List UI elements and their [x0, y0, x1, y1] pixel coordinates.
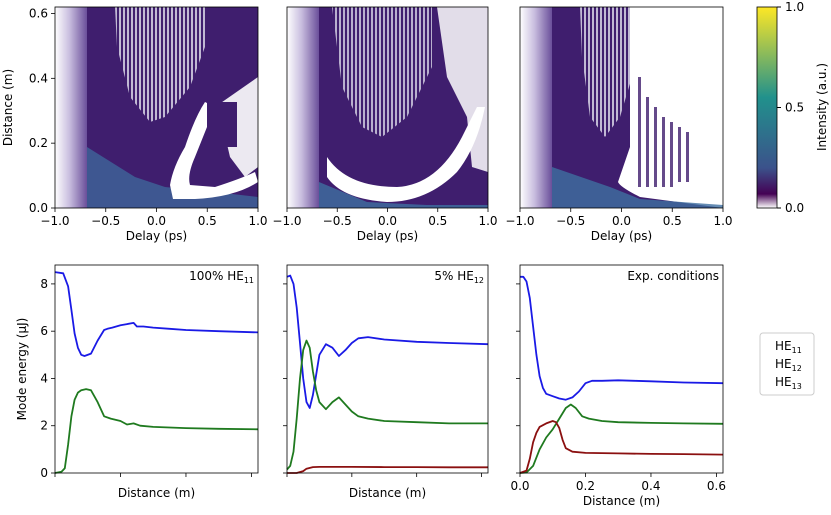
x-tick-label: 1.0 [478, 214, 497, 228]
y-tick-label: 8 [40, 277, 48, 291]
x-axis-label: Distance (m) [583, 494, 660, 508]
y-tick-label: 0 [40, 466, 48, 480]
y-tick-label: 4 [40, 371, 48, 385]
series-line-he12 [54, 388, 259, 474]
x-axis-label: Delay (ps) [357, 229, 418, 243]
y-tick-label: 0.6 [29, 6, 48, 20]
series-line-he13 [519, 420, 724, 474]
x-tick-label: 0.0 [612, 214, 631, 228]
x-tick-label: −0.5 [556, 214, 585, 228]
x-axis-label: Delay (ps) [126, 229, 187, 243]
plot-frame [286, 264, 489, 474]
heatmap-bright-region [618, 7, 723, 208]
y-tick-label: 0.0 [29, 201, 48, 215]
x-tick-label: 0.5 [428, 214, 447, 228]
x-tick-label: −1.0 [272, 214, 301, 228]
x-tick-label: 0.0 [378, 214, 397, 228]
heatmap-side-lobes [437, 7, 488, 172]
y-axis-label: Distance (m) [1, 69, 15, 146]
heatmap-axes-2: −1.0 −0.5 0.0 0.5 1.0 Delay (ps) [272, 6, 498, 243]
x-tick-label: 1.0 [713, 214, 732, 228]
heatmap-axes-1: −1.0 −0.5 0.0 0.5 1.0 Delay (ps) 0.6 0.4 0.2 0.0 D… [1, 6, 268, 243]
line-chart-1: 8 6 4 2 0 Distance (m) Mode energy (μJ) 100% HE… [15, 264, 259, 500]
x-axis-label: Distance (m) [118, 486, 195, 500]
x-tick-label: 0.0 [147, 214, 166, 228]
legend-entry-he13: HE13 [775, 375, 802, 391]
heatmap-left-band [520, 7, 552, 208]
x-axis-label: Delay (ps) [591, 229, 652, 243]
legend: HE11 HE12 HE13 [759, 332, 815, 396]
series-line-he12 [519, 403, 724, 474]
panel-title: 100% HE11 [189, 269, 254, 285]
x-tick-label: −0.5 [323, 214, 352, 228]
panel-title: 5% HE12 [434, 269, 484, 285]
y-tick-label: 6 [40, 324, 48, 338]
colorbar-label: Intensity (a.u.) [815, 63, 829, 151]
x-tick-label: 0.2 [576, 479, 595, 493]
series-line-he13 [287, 466, 488, 474]
heatmap-interference-region [115, 7, 205, 122]
series-line-he11 [520, 275, 724, 401]
x-tick-label: −1.0 [505, 214, 534, 228]
colorbar-tick-label: 0.5 [785, 101, 804, 115]
x-tick-label: −1.0 [40, 214, 69, 228]
heatmap-lower-region [552, 167, 723, 208]
x-tick-label: 0.0 [510, 479, 529, 493]
plot-frame [54, 264, 259, 474]
line-chart-2: Distance (m) 5% HE12 [283, 264, 489, 500]
x-tick-label: 0.5 [663, 214, 682, 228]
plot-frame [519, 264, 724, 474]
series-line-he12 [286, 339, 488, 471]
x-tick-label: 1.0 [248, 214, 267, 228]
heatmap-fringe-lines [638, 77, 689, 187]
y-tick-label: 0.2 [29, 136, 48, 150]
colorbar-tick-label: 0.0 [785, 201, 804, 215]
colorbar-ticks: 1.0 0.5 0.0 [777, 0, 804, 215]
heatmap-panel-1 [55, 7, 258, 208]
y-axis-label: Mode energy (μJ) [15, 318, 29, 421]
panel-title: Exp. conditions [627, 269, 719, 283]
x-tick-label: −0.5 [91, 214, 120, 228]
heatmap-left-band [55, 7, 87, 208]
heatmap-interference-region [332, 7, 432, 137]
series-line-he11 [286, 274, 489, 409]
x-tick-label: 0.5 [198, 214, 217, 228]
y-tick-label: 2 [40, 419, 48, 433]
heatmap-bright-arc [327, 107, 485, 202]
heatmap-left-band [287, 7, 319, 208]
legend-entry-he11: HE11 [775, 339, 802, 355]
colorbar-tick-label: 1.0 [785, 0, 804, 14]
line-charts: 8 6 4 2 0 Distance (m) Mode energy (μJ) 100% HE… [15, 264, 726, 508]
heatmap-bright-pulse [170, 102, 258, 199]
legend-box [759, 332, 815, 396]
x-axis-label: Distance (m) [349, 486, 426, 500]
colorbar-gradient [756, 6, 778, 209]
colorbar: 1.0 0.5 0.0 Intensity (a.u.) [756, 0, 829, 215]
y-tick-label: 0.4 [29, 71, 48, 85]
heatmap-interference-region [580, 7, 635, 137]
heatmap-panel-3 [520, 7, 723, 208]
x-tick-label: 0.4 [641, 479, 660, 493]
legend-entry-he12: HE12 [775, 357, 802, 373]
heatmap-axes-3: −1.0 −0.5 0.0 0.5 1.0 Delay (ps) [505, 6, 733, 243]
heatmap-lower-region [319, 182, 488, 208]
line-chart-3: 0.0 0.2 0.4 0.6 Distance (m) Exp. conditions [510, 264, 726, 508]
heatmap-dark-notch [207, 102, 237, 147]
series-line-he11 [54, 271, 259, 357]
heatmap-panel-2 [287, 7, 488, 208]
x-tick-label: 0.6 [707, 479, 726, 493]
